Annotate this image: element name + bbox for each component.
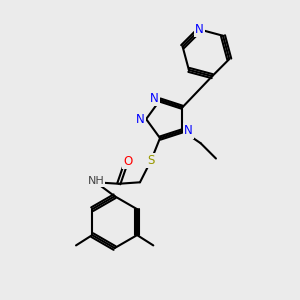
- Text: NH: NH: [87, 176, 104, 186]
- Text: S: S: [148, 154, 155, 167]
- Text: N: N: [195, 23, 204, 36]
- Text: N: N: [136, 112, 145, 126]
- Text: O: O: [123, 154, 132, 168]
- Text: N: N: [184, 124, 193, 137]
- Text: N: N: [150, 92, 159, 105]
